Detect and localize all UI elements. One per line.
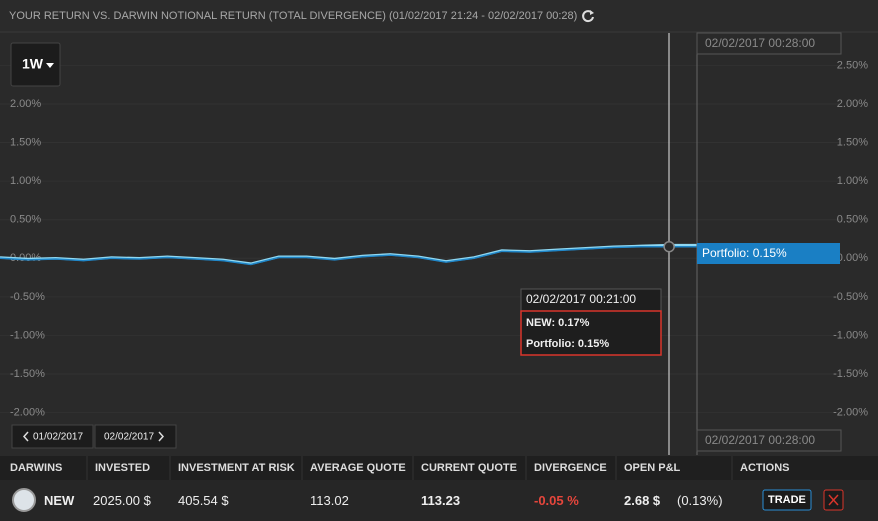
range-start: 01/02/2017 [33, 432, 83, 443]
period-label: 1W [22, 56, 44, 72]
trade-button[interactable] [762, 489, 812, 511]
y-tick-label-left: 2.00% [10, 98, 41, 110]
y-tick-label-right: -2.00% [833, 406, 868, 418]
cursor-label: Portfolio: 0.15% [702, 246, 787, 260]
crosshair-point [663, 240, 675, 253]
chart-title: YOUR RETURN VS. DARWIN NOTIONAL RETURN (… [9, 10, 577, 22]
table-header: OPEN P&L [624, 462, 681, 474]
table-cell: (0.13%) [677, 493, 723, 508]
table-header: CURRENT QUOTE [421, 462, 517, 474]
y-tick-label-left: -1.50% [10, 368, 45, 380]
range-start-button[interactable] [11, 424, 94, 449]
bottom-date-box [696, 429, 842, 452]
tooltip-line: Portfolio: 0.15% [526, 338, 609, 350]
y-tick-label-right: 0.00% [837, 252, 868, 264]
y-tick-label-left: 1.50% [10, 136, 41, 148]
table-cell: 113.02 [310, 493, 349, 508]
table-header: INVESTED [95, 462, 151, 474]
y-tick-label-right: 0.50% [837, 214, 868, 226]
tooltip-body [520, 310, 662, 356]
y-tick-label-left: -0.50% [10, 291, 45, 303]
y-tick-label-left: 0.50% [10, 214, 41, 226]
y-tick-label-right: 2.00% [837, 98, 868, 110]
title-bar [0, 0, 878, 32]
y-tick-label-right: -1.00% [833, 329, 868, 341]
table-header: DIVERGENCE [534, 462, 607, 474]
table-cell: 405.54 $ [178, 493, 229, 508]
table-cell: 2025.00 $ [93, 493, 151, 508]
chevron-left [22, 431, 29, 442]
y-tick-label-left: 1.00% [10, 175, 41, 187]
range-end-button[interactable] [94, 424, 177, 449]
trade-label[interactable]: TRADE [768, 494, 806, 506]
y-tick-label-right: 2.50% [837, 59, 868, 71]
period-button[interactable] [10, 42, 61, 87]
table-header: ACTIONS [740, 462, 790, 474]
top-date-box-label: 02/02/2017 00:28:00 [705, 36, 815, 50]
y-tick-label-left: -2.00% [10, 406, 45, 418]
series-line [0, 245, 697, 266]
table-header: AVERAGE QUOTE [310, 462, 406, 474]
table-cell: NEW [44, 493, 75, 508]
darwin-icon [12, 488, 36, 512]
y-tick-label-right: -0.50% [833, 291, 868, 303]
table-row-bg [0, 480, 878, 521]
dropdown-caret [46, 63, 54, 68]
close-icon [828, 494, 839, 506]
y-tick-label-right: 1.50% [837, 136, 868, 148]
tooltip-title: 02/02/2017 00:21:00 [526, 292, 636, 306]
table-cell: 2.68 $ [624, 493, 661, 508]
series-line [0, 243, 697, 265]
y-tick-label-right: -1.50% [833, 368, 868, 380]
top-date-box [696, 32, 842, 55]
y-tick-label-right: 1.00% [837, 175, 868, 187]
range-end: 02/02/2017 [104, 432, 154, 443]
table-cell: -0.05 % [534, 493, 579, 508]
bottom-date-box-label: 02/02/2017 00:28:00 [705, 433, 815, 447]
table-cell: 113.23 [421, 493, 461, 508]
table-header: DARWINS [10, 462, 63, 474]
cursor-label-bg [697, 243, 840, 264]
y-tick-label-left: -1.00% [10, 329, 45, 341]
table-header: INVESTMENT AT RISK [178, 462, 295, 474]
tooltip-line: NEW: 0.17% [526, 317, 590, 329]
refresh-icon[interactable] [582, 10, 594, 23]
chevron-right [158, 431, 165, 442]
